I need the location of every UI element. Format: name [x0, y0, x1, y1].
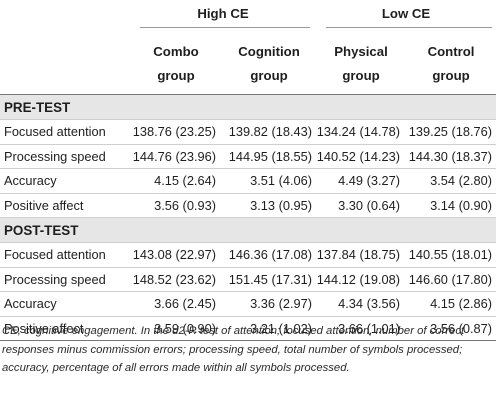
cell-value: 3.56 (0.87) — [406, 316, 496, 341]
column-header-row: Combo group Cognition group Physical gro… — [0, 34, 496, 95]
cell-value: 3.14 (0.90) — [406, 193, 496, 218]
cell-value: 144.76 (23.96) — [130, 144, 222, 169]
cell-value: 3.13 (0.95) — [222, 193, 317, 218]
cell-value: 138.76 (23.25) — [130, 119, 222, 145]
row-label-header — [0, 34, 130, 95]
cell-value: 4.49 (3.27) — [316, 168, 407, 194]
table-row: Accuracy 4.15 (2.64) 3.51 (4.06) 4.49 (3… — [0, 168, 496, 194]
table-row: Accuracy 3.66 (2.45) 3.36 (2.97) 4.34 (3… — [0, 291, 496, 317]
results-table: High CE Low CE Combo group Cognition gro… — [0, 0, 496, 341]
row-label: Accuracy — [0, 168, 130, 194]
row-label: Positive affect — [0, 193, 130, 218]
cell-value: 146.60 (17.80) — [406, 267, 496, 292]
table-container: High CE Low CE Combo group Cognition gro… — [0, 0, 496, 341]
column-header-line1: Combo — [153, 44, 199, 59]
table-row: Processing speed 148.52 (23.62) 151.45 (… — [0, 267, 496, 292]
column-header-physical: Physical group — [316, 34, 407, 95]
table-footnote: CE, cognitive engagement. In the d2-R te… — [2, 325, 465, 374]
cell-value: 140.52 (14.23) — [316, 144, 407, 169]
cell-value: 3.66 (2.45) — [130, 291, 222, 317]
table-row: Focused attention 138.76 (23.25) 139.82 … — [0, 119, 496, 145]
column-header-line2: group — [157, 68, 195, 83]
row-label: Focused attention — [0, 119, 130, 145]
section-header-post-test: POST-TEST — [0, 217, 496, 243]
column-header-control: Control group — [406, 34, 496, 95]
column-header-cognition: Cognition group — [222, 34, 317, 95]
column-header-combo: Combo group — [130, 34, 222, 95]
row-label: Processing speed — [0, 144, 130, 169]
column-header-line1: Physical — [334, 44, 388, 59]
row-label: Positive affect — [0, 316, 130, 341]
section-title: POST-TEST — [0, 217, 496, 243]
column-header-line1: Cognition — [238, 44, 300, 59]
column-header-line2: group — [342, 68, 380, 83]
cell-value: 3.21 (1.02) — [222, 316, 317, 341]
row-label: Accuracy — [0, 291, 130, 317]
column-header-line1: Control — [427, 44, 475, 59]
group-underline-low-ce — [326, 27, 493, 28]
cell-value: 146.36 (17.08) — [222, 242, 317, 268]
cell-value: 3.54 (2.80) — [406, 168, 496, 194]
section-header-pre-test: PRE-TEST — [0, 94, 496, 120]
cell-value: 140.55 (18.01) — [406, 242, 496, 268]
section-title: PRE-TEST — [0, 94, 496, 120]
cell-value: 3.36 (2.97) — [222, 291, 317, 317]
group-header-low-ce: Low CE — [316, 0, 496, 34]
cell-value: 148.52 (23.62) — [130, 267, 222, 292]
cell-value: 144.30 (18.37) — [406, 144, 496, 169]
cell-value: 3.59 (0.90) — [130, 316, 222, 341]
cell-value: 3.30 (0.64) — [316, 193, 407, 218]
cell-value: 143.08 (22.97) — [130, 242, 222, 268]
group-underline-high-ce — [140, 27, 311, 28]
table-row: Positive affect 3.56 (0.93) 3.13 (0.95) … — [0, 193, 496, 218]
table-row: Focused attention 143.08 (22.97) 146.36 … — [0, 242, 496, 268]
row-label: Focused attention — [0, 242, 130, 268]
table-row: Positive affect 3.59 (0.90) 3.21 (1.02) … — [0, 316, 496, 341]
group-label-low-ce: Low CE — [381, 6, 431, 21]
row-label: Processing speed — [0, 267, 130, 292]
table-row: Processing speed 144.76 (23.96) 144.95 (… — [0, 144, 496, 169]
cell-value: 137.84 (18.75) — [316, 242, 407, 268]
group-header-high-ce: High CE — [130, 0, 316, 34]
group-header-row: High CE Low CE — [0, 0, 496, 34]
cell-value: 4.34 (3.56) — [316, 291, 407, 317]
column-header-line2: group — [250, 68, 288, 83]
cell-value: 3.51 (4.06) — [222, 168, 317, 194]
cell-value: 144.12 (19.08) — [316, 267, 407, 292]
group-label-high-ce: High CE — [197, 6, 249, 21]
cell-value: 151.45 (17.31) — [222, 267, 317, 292]
cell-value: 3.66 (1.01) — [316, 316, 407, 341]
column-header-line2: group — [432, 68, 470, 83]
cell-value: 139.82 (18.43) — [222, 119, 317, 145]
cell-value: 4.15 (2.64) — [130, 168, 222, 194]
corner-cell — [0, 0, 130, 34]
cell-value: 3.56 (0.93) — [130, 193, 222, 218]
cell-value: 144.95 (18.55) — [222, 144, 317, 169]
cell-value: 4.15 (2.86) — [406, 291, 496, 317]
cell-value: 134.24 (14.78) — [316, 119, 407, 145]
cell-value: 139.25 (18.76) — [406, 119, 496, 145]
